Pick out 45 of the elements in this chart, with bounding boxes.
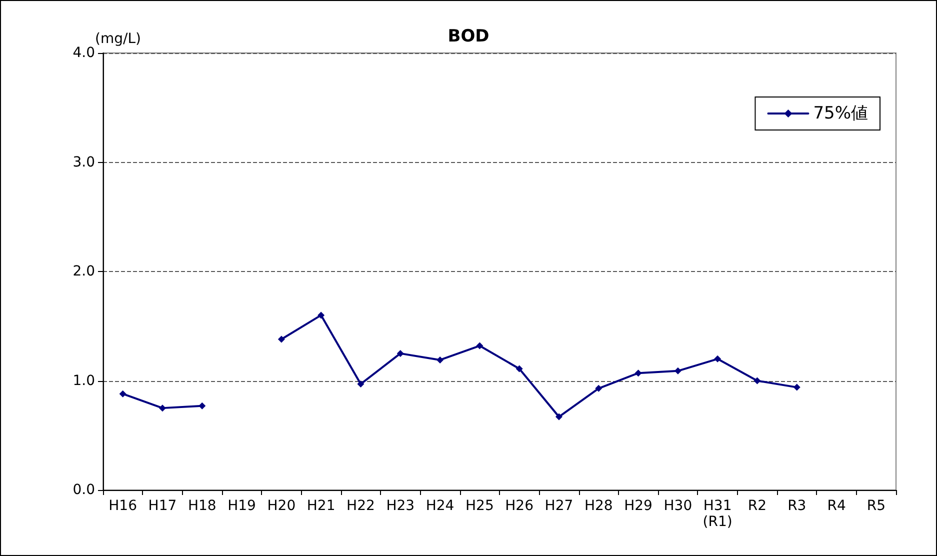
point — [318, 312, 325, 319]
x-tick-label: H29 — [624, 498, 652, 514]
point — [555, 413, 562, 420]
y-tick-label: 2.0 — [72, 264, 95, 280]
x-tick-label: H24 — [426, 498, 454, 514]
x-tick-label: H26 — [505, 498, 534, 514]
x-tick-label: H23 — [386, 498, 415, 514]
x-tick-label: H27 — [544, 498, 574, 514]
point — [198, 402, 206, 410]
point — [793, 384, 800, 391]
point — [476, 342, 484, 350]
x-tick-label: H30 — [664, 498, 692, 514]
point — [158, 404, 166, 412]
x-tick-label: H31 (R1) — [702, 498, 732, 530]
point — [674, 367, 682, 374]
point — [714, 355, 722, 362]
x-tick-label: H25 — [466, 498, 494, 514]
point — [357, 380, 364, 388]
point — [516, 365, 523, 372]
y-axis-title: (mg/L) — [95, 31, 141, 48]
point — [119, 390, 126, 398]
x-tick-label: H28 — [584, 498, 613, 514]
y-tick-label: 0.0 — [72, 482, 95, 498]
x-tick-label: R3 — [788, 498, 806, 514]
x-tick-label: H18 — [188, 498, 216, 514]
legend-label: 75%値 — [813, 104, 868, 124]
x-tick-label: R4 — [827, 498, 846, 514]
x-tick-label: H16 — [108, 498, 138, 514]
y-tick-label: 3.0 — [72, 154, 95, 170]
point — [595, 384, 602, 392]
x-tick-label: H20 — [267, 498, 296, 514]
point — [436, 356, 444, 364]
x-tick-label: H22 — [346, 498, 375, 514]
chart-title: BOD — [448, 26, 490, 46]
y-tick-label: 1.0 — [72, 372, 95, 389]
point — [754, 377, 761, 384]
point — [278, 336, 285, 343]
x-tick-label: H19 — [228, 498, 256, 514]
x-tick-label: H21 — [306, 498, 336, 514]
point — [396, 350, 404, 357]
y-tick-label: 4.0 — [72, 45, 95, 61]
point — [634, 370, 642, 377]
x-tick-label: H17 — [148, 498, 177, 514]
x-tick-label: R2 — [748, 498, 767, 514]
x-tick-label: R5 — [866, 498, 886, 514]
